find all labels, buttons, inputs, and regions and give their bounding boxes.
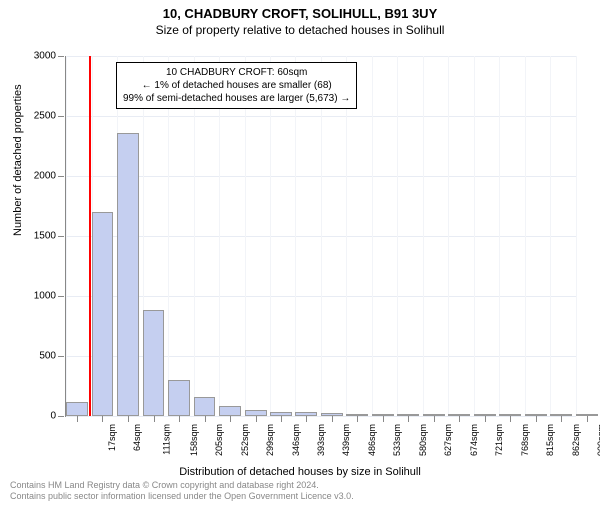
y-tick [58,236,64,237]
x-tick-label: 815sqm [545,424,555,456]
v-gridline [270,56,271,416]
y-tick-label: 500 [39,351,56,362]
marker-line [89,56,91,416]
x-tick [230,416,231,422]
x-tick-label: 580sqm [418,424,428,456]
histogram-bar [219,406,241,416]
annotation-line: ← 1% of detached houses are smaller (68) [123,79,350,92]
y-tick [58,296,64,297]
x-tick [256,416,257,422]
v-gridline [168,56,169,416]
x-tick-label: 17sqm [107,424,117,451]
x-tick [179,416,180,422]
gridline [66,416,576,417]
v-gridline [499,56,500,416]
x-tick-label: 111sqm [162,424,172,455]
chart-subtitle: Size of property relative to detached ho… [0,23,600,37]
x-tick-label: 533sqm [392,424,402,456]
histogram-bar [66,402,88,416]
x-tick-label: 862sqm [571,424,581,456]
y-tick-label: 3000 [34,51,56,62]
y-tick-label: 2000 [34,171,56,182]
v-gridline [423,56,424,416]
footer-attribution: Contains HM Land Registry data © Crown c… [10,480,354,502]
y-axis-label: Number of detached properties [12,84,24,236]
histogram-bar [92,212,114,416]
x-tick [561,416,562,422]
v-gridline [397,56,398,416]
y-tick-label: 1500 [34,231,56,242]
x-tick [383,416,384,422]
x-tick [77,416,78,422]
x-tick-label: 346sqm [291,424,301,456]
x-tick [154,416,155,422]
footer-line2: Contains public sector information licen… [10,491,354,502]
v-gridline [448,56,449,416]
x-tick [102,416,103,422]
x-tick-label: 627sqm [443,424,453,456]
y-tick [58,176,64,177]
x-tick-label: 439sqm [341,424,351,456]
v-gridline [550,56,551,416]
v-gridline [194,56,195,416]
annotation-box: 10 CHADBURY CROFT: 60sqm← 1% of detached… [116,62,357,109]
histogram-bar [194,397,216,416]
v-gridline [321,56,322,416]
v-gridline [372,56,373,416]
x-tick-label: 486sqm [367,424,377,456]
y-tick-label: 1000 [34,291,56,302]
x-tick-label: 768sqm [520,424,530,456]
y-tick-label: 2500 [34,111,56,122]
x-tick-label: 64sqm [132,424,142,451]
annotation-line: 10 CHADBURY CROFT: 60sqm [123,66,350,79]
x-tick-label: 909sqm [596,424,600,456]
x-tick [587,416,588,422]
x-tick [434,416,435,422]
x-tick [485,416,486,422]
x-tick-label: 299sqm [265,424,275,456]
x-tick [306,416,307,422]
annotation-line: 99% of semi-detached houses are larger (… [123,92,350,105]
y-tick [58,116,64,117]
histogram-bar [143,310,165,416]
v-gridline [576,56,577,416]
v-gridline [525,56,526,416]
x-tick [459,416,460,422]
v-gridline [245,56,246,416]
histogram-bar [117,133,139,416]
v-gridline [295,56,296,416]
y-tick [58,416,64,417]
x-tick [281,416,282,422]
x-tick [205,416,206,422]
x-tick [510,416,511,422]
x-tick [357,416,358,422]
v-gridline [66,56,67,416]
x-tick [408,416,409,422]
v-gridline [474,56,475,416]
v-gridline [346,56,347,416]
plot-area: 05001000150020002500300017sqm64sqm111sqm… [65,56,576,417]
x-tick-label: 158sqm [189,424,199,456]
x-tick-label: 721sqm [494,424,504,456]
x-tick-label: 252sqm [240,424,250,456]
histogram-bar [168,380,190,416]
y-tick [58,356,64,357]
x-tick [128,416,129,422]
x-tick [536,416,537,422]
v-gridline [219,56,220,416]
y-tick-label: 0 [50,411,56,422]
chart-title: 10, CHADBURY CROFT, SOLIHULL, B91 3UY [0,6,600,21]
x-tick [332,416,333,422]
x-tick-label: 205sqm [214,424,224,456]
x-tick-label: 674sqm [469,424,479,456]
footer-line1: Contains HM Land Registry data © Crown c… [10,480,354,491]
x-axis-label: Distribution of detached houses by size … [0,466,600,478]
x-tick-label: 393sqm [316,424,326,456]
y-tick [58,56,64,57]
